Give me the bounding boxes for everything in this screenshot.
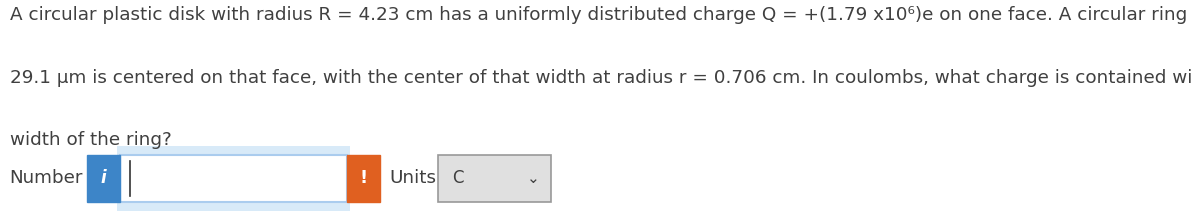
Text: i: i bbox=[101, 169, 106, 187]
FancyBboxPatch shape bbox=[347, 155, 380, 202]
Text: !: ! bbox=[360, 169, 367, 187]
Text: Units: Units bbox=[389, 169, 436, 187]
FancyBboxPatch shape bbox=[117, 146, 350, 211]
FancyBboxPatch shape bbox=[438, 155, 551, 202]
FancyBboxPatch shape bbox=[120, 155, 347, 202]
Text: A circular plastic disk with radius R = 4.23 cm has a uniformly distributed char: A circular plastic disk with radius R = … bbox=[10, 6, 1191, 25]
Text: 29.1 μm is centered on that face, with the center of that width at radius r = 0.: 29.1 μm is centered on that face, with t… bbox=[10, 69, 1191, 87]
Text: C: C bbox=[453, 169, 464, 187]
Text: width of the ring?: width of the ring? bbox=[10, 131, 172, 149]
FancyBboxPatch shape bbox=[87, 155, 120, 202]
Text: Number: Number bbox=[10, 169, 83, 187]
Text: ⌄: ⌄ bbox=[526, 171, 540, 186]
